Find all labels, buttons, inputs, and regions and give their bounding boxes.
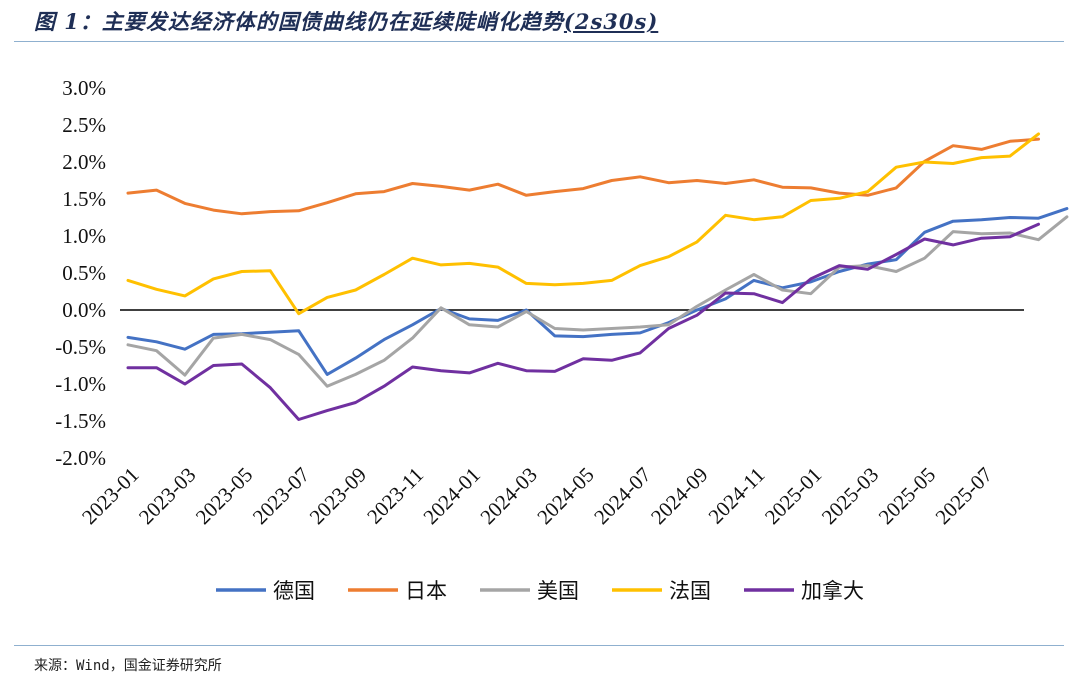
chart-title-suffix: (2s30s) (563, 9, 659, 34)
legend-label: 德国 (273, 579, 315, 603)
y-tick-label: 1.5% (62, 187, 106, 211)
chart-area: -2.0% -1.5% -1.0% -0.5% 0.0% 0.5% 1.0% 1.5% 2.0%… (55, 76, 1069, 603)
series-line-2 (126, 137, 1040, 216)
series-lines (126, 132, 1069, 421)
series-line-4 (126, 132, 1040, 316)
chart-title-main: 图 1：主要发达经济体的国债曲线仍在延续陡峭化趋势 (34, 9, 564, 34)
y-tick-label: 1.0% (62, 224, 106, 248)
x-tick-label: 2024-11 (704, 463, 770, 529)
top-rule (14, 41, 1064, 42)
legend-label: 加拿大 (801, 579, 864, 603)
x-tick-label: 2023-11 (362, 463, 428, 529)
x-tick-label: 2025-01 (760, 463, 826, 529)
y-tick-label: -1.0% (55, 372, 106, 396)
x-tick-label: 2023-09 (305, 463, 371, 529)
chart-title: 图 1：主要发达经济体的国债曲线仍在延续陡峭化趋势(2s30s) (34, 6, 658, 38)
x-tick-label: 2023-05 (191, 463, 257, 529)
y-tick-label: 0.5% (62, 261, 106, 285)
legend-label: 日本 (405, 579, 447, 603)
x-tick-label: 2023-03 (134, 463, 200, 529)
y-tick-label: -1.5% (55, 409, 106, 433)
x-tick-label: 2025-05 (874, 463, 940, 529)
x-tick-label: 2024-03 (475, 463, 541, 529)
legend-label: 美国 (537, 579, 579, 603)
legend-label: 法国 (669, 579, 711, 603)
source-note: 来源：Wind，国金证券研究所 (34, 658, 222, 674)
x-tick-label: 2024-01 (418, 463, 484, 529)
x-axis: 2023-012023-032023-052023-072023-092023-… (77, 463, 997, 529)
series-line-3 (126, 215, 1069, 388)
y-tick-label: 2.5% (62, 113, 106, 137)
x-tick-label: 2024-05 (532, 463, 598, 529)
y-axis: -2.0% -1.5% -1.0% -0.5% 0.0% 0.5% 1.0% 1.5% 2.0%… (55, 76, 106, 470)
y-tick-label: 0.0% (62, 298, 106, 322)
legend: 德国 日本 美国 法国 加拿大 (216, 579, 864, 603)
bottom-rule (14, 645, 1064, 646)
y-tick-label: -2.0% (55, 446, 106, 470)
x-tick-label: 2024-07 (589, 463, 655, 529)
y-tick-label: -0.5% (55, 335, 106, 359)
x-tick-label: 2023-01 (77, 463, 143, 529)
series-line-5 (126, 222, 1040, 421)
y-tick-label: 2.0% (62, 150, 106, 174)
x-tick-label: 2025-07 (931, 463, 997, 529)
y-tick-label: 3.0% (62, 76, 106, 100)
x-tick-label: 2024-09 (646, 463, 712, 529)
x-tick-label: 2025-03 (817, 463, 883, 529)
series-line-1 (126, 207, 1069, 376)
x-tick-label: 2023-07 (248, 463, 314, 529)
